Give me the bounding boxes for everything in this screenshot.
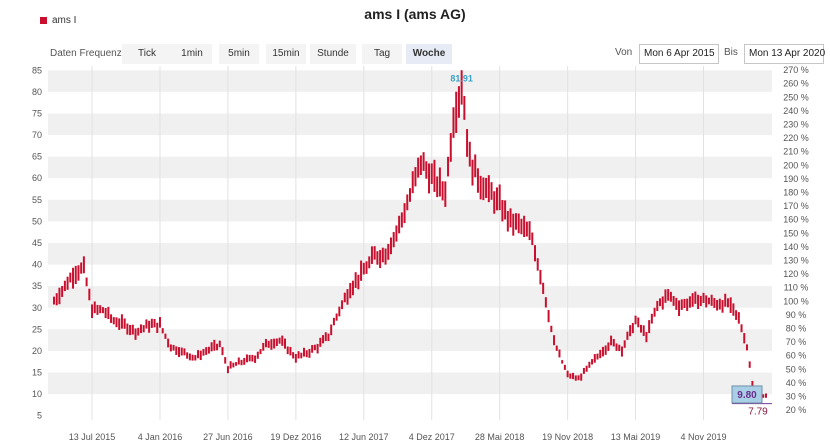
x-tick-label: 28 Mai 2018 — [475, 432, 525, 442]
y-tick-label: 5 — [37, 411, 42, 421]
tab-1min[interactable]: 1min — [172, 44, 212, 64]
x-tick-label: 19 Nov 2018 — [542, 432, 593, 442]
y-tick-label: 40 — [32, 260, 42, 270]
y-tick-label: 10 — [32, 389, 42, 399]
to-label: Bis — [724, 47, 738, 58]
grid-band — [48, 329, 772, 351]
x-tick-label: 4 Jan 2016 — [138, 432, 183, 442]
legend-swatch — [40, 16, 47, 24]
y2-tick-label: 50 % — [786, 364, 807, 374]
tab-stunde[interactable]: Stunde — [310, 44, 356, 64]
y2-tick-label: 230 % — [783, 119, 809, 129]
frequency-label: Daten Frequenz — [50, 48, 122, 59]
y2-tick-label: 180 % — [783, 187, 809, 197]
tab-15min[interactable]: 15min — [266, 44, 306, 64]
y2-tick-label: 130 % — [783, 255, 809, 265]
y2-tick-label: 200 % — [783, 160, 809, 170]
y2-tick-label: 30 % — [786, 391, 807, 401]
grid-band — [48, 243, 772, 265]
y2-tick-label: 140 % — [783, 242, 809, 252]
from-label: Von — [615, 47, 633, 58]
x-tick-label: 12 Jun 2017 — [339, 432, 389, 442]
y2-tick-label: 70 % — [786, 337, 807, 347]
x-tick-label: 13 Mai 2019 — [611, 432, 661, 442]
max-value-label: 81.91 — [450, 74, 473, 84]
y-tick-label: 70 — [32, 130, 42, 140]
to-date-input[interactable]: Mon 13 Apr 2020 — [744, 44, 825, 64]
grid-band — [48, 372, 772, 395]
y-tick-label: 45 — [32, 238, 42, 248]
y2-tick-label: 190 % — [783, 174, 809, 184]
y-tick-label: 35 — [32, 281, 42, 291]
grid-band — [48, 199, 772, 222]
y2-tick-label: 210 % — [783, 147, 809, 157]
y-tick-label: 25 — [32, 324, 42, 334]
x-tick-label: 4 Nov 2019 — [680, 432, 726, 442]
y2-tick-label: 110 % — [784, 283, 809, 293]
y2-tick-label: 220 % — [783, 133, 809, 143]
grid-band — [48, 70, 772, 92]
tab-5min[interactable]: 5min — [219, 44, 259, 64]
y2-tick-label: 240 % — [783, 106, 809, 116]
y-tick-label: 80 — [32, 87, 42, 97]
grid-band — [48, 156, 772, 179]
y2-tick-label: 150 % — [783, 228, 809, 238]
y2-tick-label: 160 % — [783, 215, 809, 225]
y-tick-label: 75 — [32, 108, 42, 118]
y2-tick-label: 120 % — [783, 269, 809, 279]
low-value-label: 7.79 — [748, 407, 768, 418]
y-tick-label: 20 — [32, 346, 42, 356]
last-value-box — [731, 385, 763, 404]
y-tick-label: 65 — [32, 152, 42, 162]
last-value-label: 9.80 — [737, 390, 757, 401]
y2-tick-label: 170 % — [783, 201, 809, 211]
x-tick-label: 19 Dez 2016 — [270, 432, 321, 442]
x-tick-label: 27 Jun 2016 — [203, 432, 253, 442]
y-tick-label: 50 — [32, 216, 42, 226]
x-tick-label: 13 Jul 2015 — [69, 432, 116, 442]
y-tick-label: 55 — [32, 195, 42, 205]
y2-tick-label: 20 % — [786, 405, 807, 415]
y2-tick-label: 100 % — [783, 296, 809, 306]
y-tick-label: 60 — [32, 173, 42, 183]
y-tick-label: 30 — [32, 303, 42, 313]
y2-tick-label: 250 % — [783, 92, 809, 102]
grid-band — [48, 113, 772, 136]
chart-title: ams I (ams AG) — [364, 6, 466, 22]
y2-tick-label: 80 % — [786, 323, 807, 333]
y2-tick-label: 270 % — [783, 65, 809, 75]
y2-tick-label: 40 % — [786, 378, 807, 388]
legend: ams I — [40, 15, 76, 26]
tab-tick[interactable]: Tick — [122, 44, 172, 64]
y2-tick-label: 90 % — [786, 310, 807, 320]
y-tick-label: 15 — [32, 368, 42, 378]
x-tick-label: 4 Dez 2017 — [409, 432, 455, 442]
from-date-input[interactable]: Mon 6 Apr 2015 — [639, 44, 719, 64]
y-tick-label: 85 — [32, 65, 42, 75]
tab-tag[interactable]: Tag — [362, 44, 402, 64]
grid-band — [48, 286, 772, 308]
legend-label: ams I — [52, 15, 77, 26]
tab-woche[interactable]: Woche — [406, 44, 452, 64]
y2-tick-label: 260 % — [783, 79, 809, 89]
y2-tick-label: 60 % — [786, 351, 807, 361]
